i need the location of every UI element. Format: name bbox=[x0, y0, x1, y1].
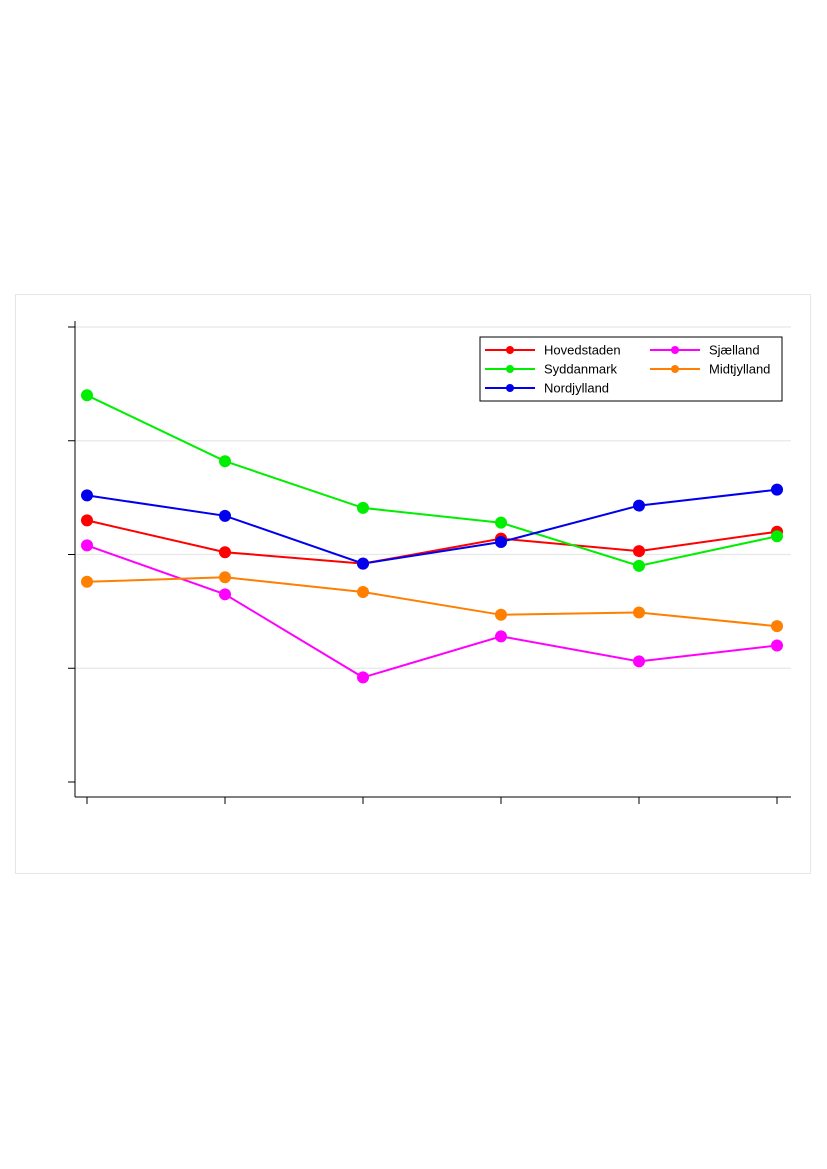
chart-frame: Hovedstaden Syddanmark Nordjylland Sjælland… bbox=[15, 294, 811, 874]
data-point bbox=[633, 655, 645, 668]
data-point bbox=[219, 588, 231, 601]
series-line bbox=[86, 519, 778, 565]
series-line bbox=[86, 488, 778, 565]
data-point bbox=[357, 671, 369, 684]
data-point bbox=[633, 606, 645, 619]
series-line bbox=[86, 544, 778, 679]
data-point bbox=[219, 455, 231, 468]
legend-item-syddanmark: Syddanmark bbox=[485, 362, 617, 377]
axes bbox=[68, 321, 791, 804]
data-point bbox=[495, 516, 507, 529]
series-midtjylland bbox=[81, 571, 783, 633]
legend-marker bbox=[506, 365, 514, 373]
data-point bbox=[357, 557, 369, 570]
data-point bbox=[219, 571, 231, 584]
data-point bbox=[495, 608, 507, 621]
data-point bbox=[495, 535, 507, 548]
legend-label: Hovedstaden bbox=[544, 343, 621, 358]
legend-item-sjælland: Sjælland bbox=[650, 343, 760, 358]
series-hovedstaden bbox=[81, 514, 783, 570]
data-point bbox=[81, 539, 93, 552]
data-point bbox=[771, 639, 783, 652]
data-point bbox=[357, 501, 369, 514]
gridlines bbox=[75, 326, 791, 669]
series-nordjylland bbox=[81, 483, 783, 570]
data-point bbox=[357, 586, 369, 599]
series-syddanmark bbox=[81, 389, 783, 572]
data-point bbox=[81, 389, 93, 402]
data-point bbox=[771, 483, 783, 496]
legend-marker bbox=[506, 384, 514, 392]
data-point bbox=[81, 575, 93, 588]
data-point bbox=[771, 530, 783, 543]
data-point bbox=[633, 545, 645, 558]
data-point bbox=[633, 499, 645, 512]
legend-marker bbox=[671, 365, 679, 373]
legend-marker bbox=[506, 346, 514, 354]
data-point bbox=[495, 630, 507, 643]
legend-item-hovedstaden: Hovedstaden bbox=[485, 343, 621, 358]
series-sjælland bbox=[81, 539, 783, 684]
legend: Hovedstaden Syddanmark Nordjylland Sjælland… bbox=[479, 336, 783, 402]
data-point bbox=[633, 559, 645, 572]
data-point bbox=[219, 546, 231, 559]
legend-item-nordjylland: Nordjylland bbox=[485, 381, 609, 396]
legend-marker bbox=[671, 346, 679, 354]
legend-label: Syddanmark bbox=[544, 362, 617, 377]
data-point bbox=[219, 509, 231, 522]
legend-label: Nordjylland bbox=[544, 381, 609, 396]
data-point bbox=[81, 489, 93, 502]
series-lines bbox=[81, 389, 783, 684]
series-line bbox=[86, 394, 778, 567]
data-point bbox=[771, 620, 783, 633]
legend-label: Midtjylland bbox=[709, 362, 770, 377]
legend-label: Sjælland bbox=[709, 343, 760, 358]
legend-item-midtjylland: Midtjylland bbox=[650, 362, 770, 377]
series-line bbox=[86, 576, 778, 628]
data-point bbox=[81, 514, 93, 527]
line-chart: Hovedstaden Syddanmark Nordjylland Sjælland… bbox=[68, 321, 791, 804]
